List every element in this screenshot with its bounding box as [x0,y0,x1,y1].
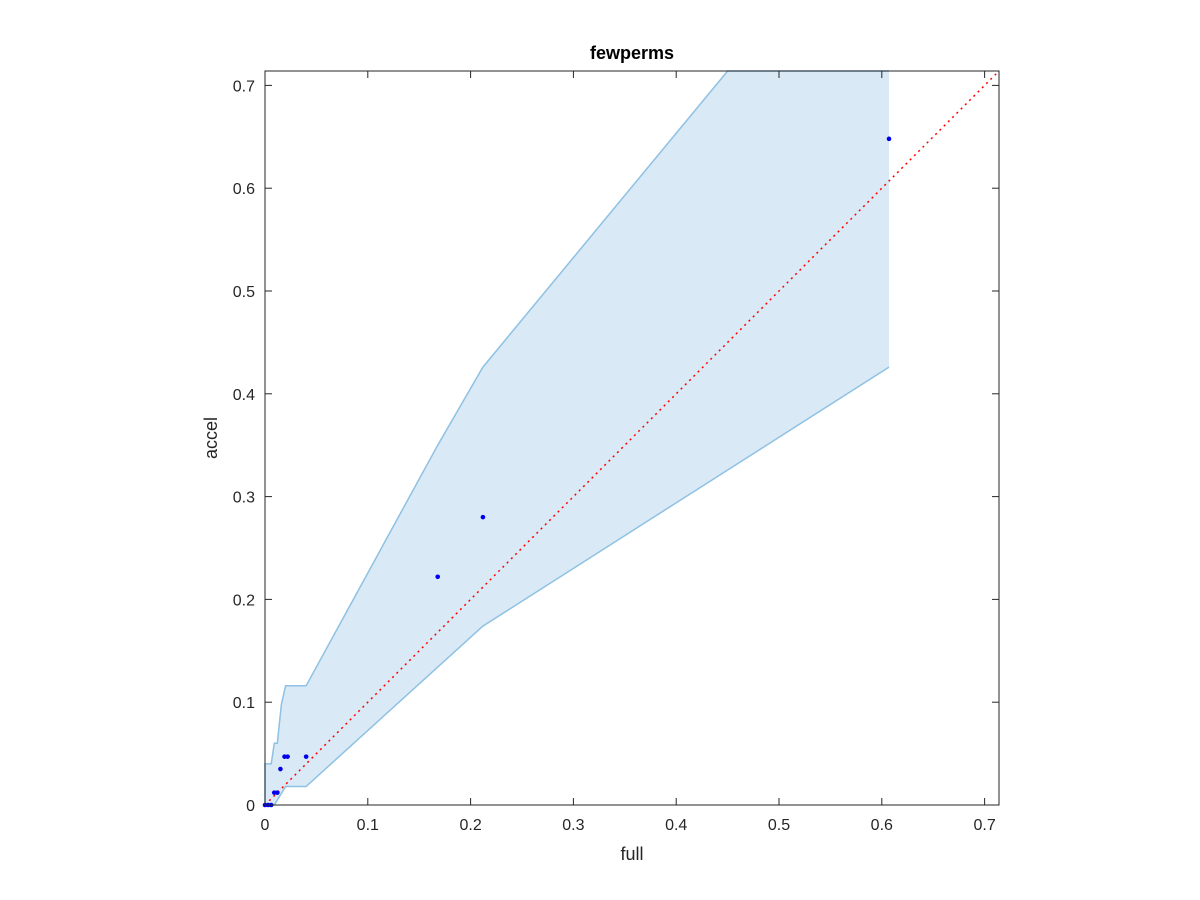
confidence-band-fill [265,71,889,805]
y-tick-label: 0.5 [233,284,255,301]
data-point [435,574,441,580]
data-point [303,754,309,759]
reference-line [264,70,1000,806]
y-axis-title: accel [201,417,221,459]
data-point [285,754,290,759]
x-axis-title: full [620,844,643,864]
y-axis-ticks: 0 0.1 0.2 0.3 0.4 0.5 0.6 0.7 [233,78,999,815]
data-points [262,136,892,808]
x-tick-label: 0.5 [768,817,790,834]
x-tick-label: 0 [261,817,270,834]
y-tick-label: 0.2 [233,592,255,609]
data-point [278,766,283,772]
y-tick-label: 0.4 [233,387,255,404]
x-tick-label: 0.6 [871,817,893,834]
chart-title: fewperms [590,43,674,63]
confidence-band-upper-edge [264,70,889,805]
y-tick-label: 0.1 [233,695,255,712]
y-tick-label: 0.7 [233,78,255,95]
data-point [886,136,892,142]
x-tick-label: 0.4 [665,817,687,834]
x-tick-label: 0.1 [357,817,379,834]
x-tick-label: 0.7 [973,817,995,834]
data-point [275,790,280,795]
x-tick-label: 0.2 [459,817,481,834]
y-tick-label: 0.6 [233,181,255,198]
y-tick-label: 0.3 [233,490,255,507]
plot-area [262,70,1000,808]
x-axis-ticks: 0 0.1 0.2 0.3 0.4 0.5 0.6 0.7 [261,71,996,834]
axes-box [264,70,1000,806]
data-point [480,514,486,520]
y-tick-label: 0 [246,798,255,815]
x-tick-label: 0.3 [562,817,584,834]
